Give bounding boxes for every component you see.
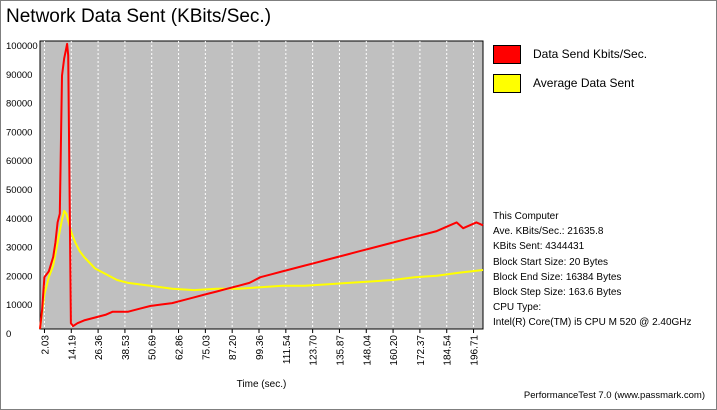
legend-label: Average Data Sent (533, 76, 635, 90)
x-axis-ticks: 2.03 14.19 26.36 38.53 50.69 62.86 75.03 87.20 9… (40, 329, 481, 366)
x-tick-label-123.70: 123.70 (309, 335, 320, 366)
x-axis-label: Time (sec.) (237, 379, 287, 390)
x-tick-label-172.37: 172.37 (416, 335, 427, 366)
x-tick-label-196.71: 196.71 (470, 335, 481, 366)
x-tick-label-2.03: 2.03 (40, 335, 51, 355)
y-tick-label-40000: 40000 (6, 214, 32, 225)
y-axis-ticks: 1000009000080000700006000050000400003000… (6, 41, 38, 340)
series-line-data-send (39, 42, 484, 330)
x-tick-label-111.54: 111.54 (282, 335, 293, 365)
series-line-average (39, 209, 484, 330)
x-tick-label-160.20: 160.20 (389, 335, 400, 366)
y-tick-label-90000: 90000 (6, 70, 32, 81)
x-tick-label-26.36: 26.36 (94, 335, 105, 360)
x-tick-label-148.04: 148.04 (362, 335, 373, 366)
x-tick-label-99.36: 99.36 (255, 335, 266, 360)
y-tick-label-20000: 20000 (6, 271, 32, 282)
info-ave-kbits: Ave. KBits/Sec.: 21635.8 (493, 226, 604, 238)
info-block-step: Block Step Size: 163.6 Bytes (493, 287, 622, 299)
legend-swatch-yellow (493, 74, 521, 93)
x-tick-label-75.03: 75.03 (201, 335, 212, 360)
x-tick-label-184.54: 184.54 (443, 335, 454, 366)
legend-swatch-red (493, 45, 521, 64)
y-tick-label-50000: 50000 (6, 185, 32, 196)
info-kbits-sent: KBits Sent: 4344431 (493, 241, 585, 253)
y-tick-label-0: 0 (6, 329, 11, 340)
y-tick-label-30000: 30000 (6, 243, 32, 254)
y-tick-label-70000: 70000 (6, 127, 32, 138)
y-tick-label-80000: 80000 (6, 99, 32, 110)
chart-title: Network Data Sent (KBits/Sec.) (6, 6, 272, 27)
info-cpu-label: CPU Type: (493, 302, 542, 314)
x-tick-label-38.53: 38.53 (121, 335, 132, 360)
test-info-panel: This Computer Ave. KBits/Sec.: 21635.8 K… (493, 209, 692, 331)
info-block-end: Block End Size: 16384 Bytes (493, 271, 622, 283)
x-tick-label-14.19: 14.19 (67, 335, 78, 360)
y-tick-label-60000: 60000 (6, 156, 32, 167)
y-tick-label-100000: 100000 (6, 41, 38, 52)
legend-label: Data Send Kbits/Sec. (533, 47, 648, 61)
y-tick-label-10000: 10000 (6, 300, 32, 311)
x-tick-label-62.86: 62.86 (175, 335, 186, 360)
footer-credit: PerformanceTest 7.0 (www.passmark.com) (523, 390, 705, 401)
plot-area (39, 40, 484, 330)
series-lines (39, 42, 484, 330)
x-tick-label-135.87: 135.87 (335, 335, 346, 366)
info-computer: This Computer (493, 211, 559, 222)
info-block-start: Block Start Size: 20 Bytes (493, 256, 609, 268)
x-tick-label-87.20: 87.20 (228, 335, 239, 360)
x-tick-label-50.69: 50.69 (148, 335, 159, 360)
info-cpu-type: Intel(R) Core(TM) i5 CPU M 520 @ 2.40GHz (493, 317, 692, 329)
grid-lines (43, 41, 475, 329)
